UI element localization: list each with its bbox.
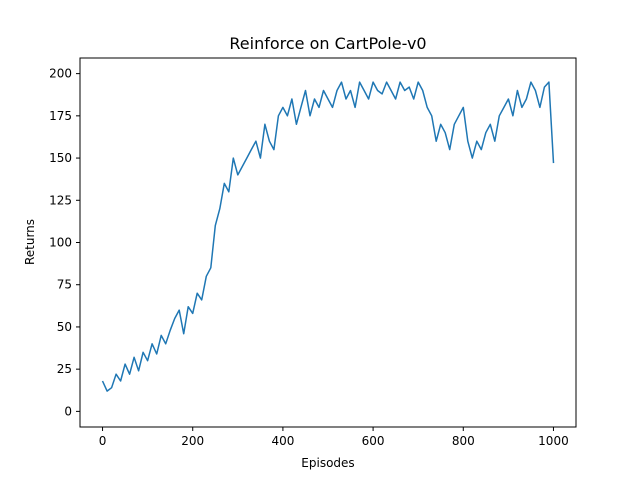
y-tick-label: 125 — [49, 193, 72, 207]
y-axis-ticks: 0 25 50 75 100 125 150 175 200 — [49, 67, 80, 418]
y-tick-label: 200 — [49, 67, 72, 81]
x-tick-label: 1000 — [538, 434, 569, 448]
x-tick-label: 600 — [362, 434, 385, 448]
y-tick-label: 175 — [49, 109, 72, 123]
x-tick-label: 800 — [452, 434, 475, 448]
x-axis-label: Episodes — [301, 456, 354, 470]
x-tick-label: 200 — [181, 434, 204, 448]
y-tick-label: 150 — [49, 151, 72, 165]
series-line — [101, 81, 555, 392]
series-group — [101, 81, 555, 392]
chart-title: Reinforce on CartPole-v0 — [229, 34, 426, 53]
y-tick-label: 25 — [57, 362, 72, 376]
y-tick-label: 50 — [57, 320, 72, 334]
y-tick-label: 0 — [64, 404, 72, 418]
x-tick-label: 400 — [271, 434, 294, 448]
y-tick-label: 100 — [49, 236, 72, 250]
x-tick-label: 0 — [99, 434, 107, 448]
y-axis-label: Returns — [23, 219, 37, 265]
x-axis-ticks: 0 200 400 600 800 1000 — [99, 427, 569, 448]
y-tick-label: 75 — [57, 278, 72, 292]
plot-frame — [79, 57, 577, 428]
